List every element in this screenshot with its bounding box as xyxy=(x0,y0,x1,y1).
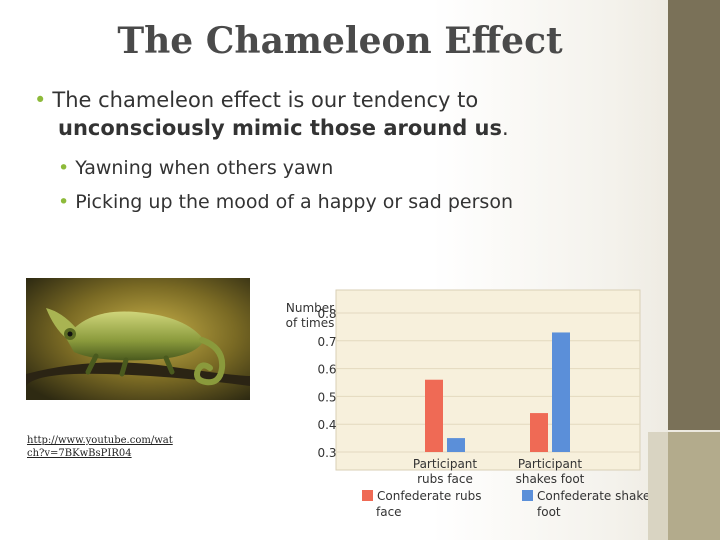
y-tick-label: 0.4 xyxy=(317,418,336,432)
bar-chart: 0.8 0.7 0.6 0.5 0.4 0.3 Number of times Parti… xyxy=(286,289,648,519)
side-decoration-bar xyxy=(668,0,720,430)
y-tick-label: 0.8 xyxy=(317,307,336,321)
y-tick-label: 0.7 xyxy=(317,335,336,349)
y-axis-label-line-1: Number xyxy=(286,301,334,315)
legend: Confederate rubs face Confederate shakes fo… xyxy=(362,489,648,519)
sub-bullet-list: • Yawning when others yawn • Picking up th… xyxy=(58,151,658,219)
grid-lines xyxy=(336,312,640,453)
legend-label: Confederate rubs xyxy=(377,489,482,503)
y-tick-label: 0.3 xyxy=(317,446,336,460)
y-tick-labels: 0.8 0.7 0.6 0.5 0.4 0.3 xyxy=(317,307,336,460)
side-decoration-bar-lower xyxy=(668,432,720,540)
bar-1-0 xyxy=(447,438,465,452)
category-label: Participant xyxy=(413,457,478,471)
legend-swatch xyxy=(522,490,533,501)
bullet-dot-icon: • xyxy=(58,157,70,179)
y-tick-label: 0.6 xyxy=(317,363,336,377)
main-bullet-period: . xyxy=(501,116,509,140)
side-decoration-notch xyxy=(648,432,668,540)
chameleon-photo xyxy=(26,278,250,400)
sub-bullet-item: • Picking up the mood of a happy or sad p… xyxy=(58,185,658,219)
legend-label: Confederate shakes xyxy=(537,489,648,503)
bullet-dot-icon: • xyxy=(58,191,70,213)
bar-0-0 xyxy=(425,379,443,452)
category-label: Participant xyxy=(518,457,583,471)
main-bullet-bold-text: unconsciously mimic those around us xyxy=(58,116,502,140)
category-label: rubs face xyxy=(417,472,473,486)
chameleon-image-icon xyxy=(26,278,250,400)
legend-label: face xyxy=(376,505,402,519)
bar-1-1 xyxy=(552,332,570,452)
y-tick-label: 0.5 xyxy=(317,390,336,404)
bar-group xyxy=(425,332,570,452)
main-bullet: • The chameleon effect is our tendency to… xyxy=(34,86,654,142)
legend-label: foot xyxy=(537,505,561,519)
sub-bullet-text: Picking up the mood of a happy or sad pe… xyxy=(75,191,513,213)
main-bullet-text: The chameleon effect is our tendency to xyxy=(52,88,479,112)
category-label: shakes foot xyxy=(516,472,585,486)
plot-area xyxy=(335,289,641,471)
y-axis-label-line-2: of times xyxy=(286,316,335,330)
sub-bullet-text: Yawning when others yawn xyxy=(75,157,334,179)
sub-bullet-item: • Yawning when others yawn xyxy=(58,151,658,185)
bar-0-1 xyxy=(530,413,548,452)
bullet-dot-icon: • xyxy=(34,88,47,112)
legend-swatch xyxy=(362,490,373,501)
slide-title: The Chameleon Effect xyxy=(117,20,563,62)
youtube-link[interactable]: http://www.youtube.com/watch?v=7BKwBsPIR… xyxy=(27,435,173,459)
